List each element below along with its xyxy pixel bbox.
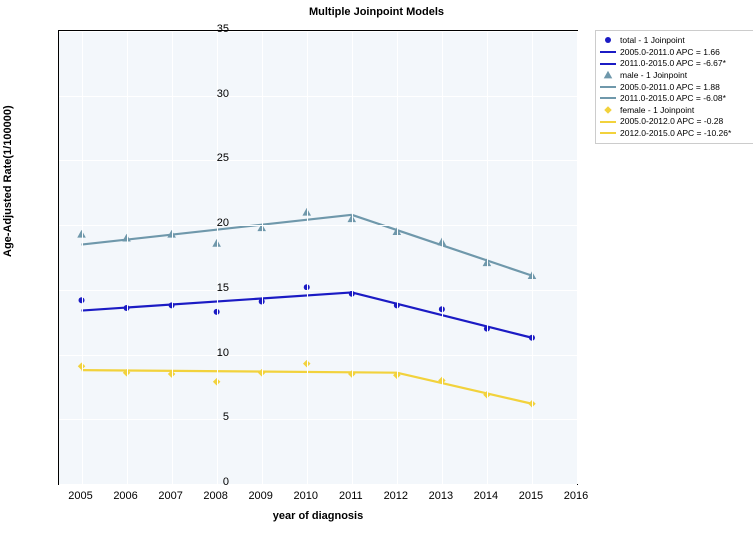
x-tick-label: 2011 (331, 490, 371, 502)
gridline-h (59, 419, 577, 420)
x-tick-label: 2009 (241, 490, 281, 502)
legend-swatch (600, 117, 616, 127)
x-tick-label: 2015 (511, 490, 551, 502)
series-female_line2 (397, 373, 532, 404)
x-tick-label: 2016 (556, 490, 596, 502)
legend-swatch (600, 105, 616, 115)
x-tick-label: 2012 (376, 490, 416, 502)
x-tick-label: 2008 (196, 490, 236, 502)
legend-label: 2011.0-2015.0 APC = -6.67* (620, 58, 726, 69)
legend-swatch (600, 47, 616, 57)
gridline-h (59, 290, 577, 291)
y-tick-label: 15 (199, 282, 229, 294)
gridline-v (262, 31, 263, 484)
x-axis-label: year of diagnosis (58, 510, 578, 522)
legend: total - 1 Joinpoint2005.0-2011.0 APC = 1… (595, 30, 753, 144)
y-tick-label: 5 (199, 411, 229, 423)
plot-svg (59, 31, 577, 484)
legend-label: 2012.0-2015.0 APC = -10.26* (620, 128, 731, 139)
x-tick-label: 2013 (421, 490, 461, 502)
gridline-h (59, 160, 577, 161)
chart-title: Multiple Joinpoint Models (0, 6, 753, 18)
gridline-v (172, 31, 173, 484)
gridline-v (307, 31, 308, 484)
legend-row: 2011.0-2015.0 APC = -6.67* (600, 58, 750, 69)
gridline-v (352, 31, 353, 484)
legend-swatch (600, 35, 616, 45)
legend-swatch (600, 82, 616, 92)
gridline-v (442, 31, 443, 484)
legend-row: 2005.0-2011.0 APC = 1.66 (600, 47, 750, 58)
legend-label: 2005.0-2012.0 APC = -0.28 (620, 116, 723, 127)
gridline-v (127, 31, 128, 484)
y-tick-label: 35 (199, 23, 229, 35)
gridline-v (487, 31, 488, 484)
gridline-h (59, 225, 577, 226)
legend-swatch (600, 128, 616, 138)
legend-row: total - 1 Joinpoint (600, 35, 750, 46)
y-tick-label: 0 (199, 476, 229, 488)
legend-label: male - 1 Joinpoint (620, 70, 687, 81)
y-tick-label: 25 (199, 152, 229, 164)
gridline-h (59, 484, 577, 485)
gridline-v (577, 31, 578, 484)
legend-swatch (600, 93, 616, 103)
y-tick-label: 10 (199, 347, 229, 359)
legend-row: 2011.0-2015.0 APC = -6.08* (600, 93, 750, 104)
legend-label: 2005.0-2011.0 APC = 1.88 (620, 82, 720, 93)
y-axis-label: Age-Adjusted Rate(1/100000) (2, 105, 14, 257)
gridline-h (59, 31, 577, 32)
x-tick-label: 2005 (61, 490, 101, 502)
legend-label: 2011.0-2015.0 APC = -6.08* (620, 93, 726, 104)
gridline-h (59, 355, 577, 356)
plot-area (58, 30, 578, 485)
gridline-v (532, 31, 533, 484)
legend-row: 2005.0-2012.0 APC = -0.28 (600, 116, 750, 127)
legend-label: total - 1 Joinpoint (620, 35, 685, 46)
x-tick-label: 2006 (106, 490, 146, 502)
legend-row: male - 1 Joinpoint (600, 70, 750, 81)
legend-row: female - 1 Joinpoint (600, 105, 750, 116)
y-tick-label: 20 (199, 217, 229, 229)
legend-label: 2005.0-2011.0 APC = 1.66 (620, 47, 720, 58)
x-tick-label: 2010 (286, 490, 326, 502)
gridline-v (397, 31, 398, 484)
legend-row: 2012.0-2015.0 APC = -10.26* (600, 128, 750, 139)
x-tick-label: 2014 (466, 490, 506, 502)
legend-label: female - 1 Joinpoint (620, 105, 694, 116)
gridline-h (59, 96, 577, 97)
y-tick-label: 30 (199, 88, 229, 100)
gridline-v (82, 31, 83, 484)
legend-row: 2005.0-2011.0 APC = 1.88 (600, 82, 750, 93)
legend-swatch (600, 70, 616, 80)
chart-container: { "chart": { "type": "line", "title": "M… (0, 0, 753, 535)
x-tick-label: 2007 (151, 490, 191, 502)
legend-swatch (600, 59, 616, 69)
